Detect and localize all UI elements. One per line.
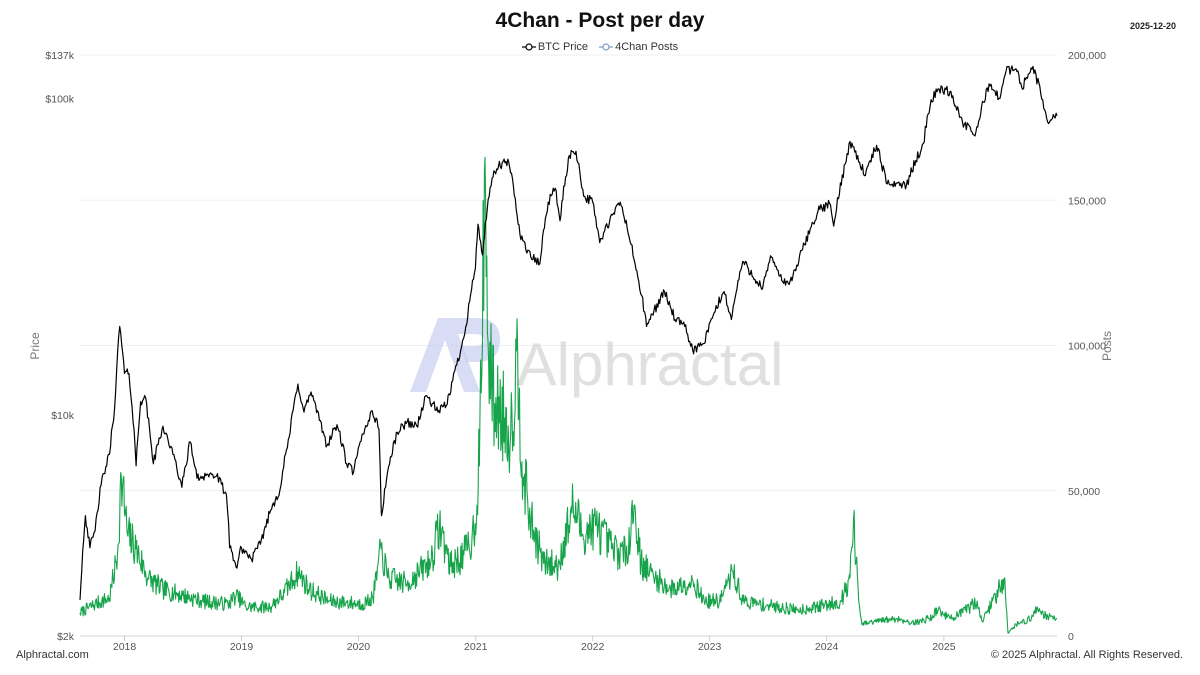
series-btc-price: [79, 65, 1058, 600]
x-tick-label: 2019: [230, 641, 254, 653]
legend-marker-posts-icon: [599, 43, 614, 51]
series-4chan-posts: [79, 156, 1057, 634]
x-tick-label: 2021: [464, 641, 488, 653]
y-axis-left-title: Price: [28, 332, 42, 360]
series-line-4chan-posts: [79, 156, 1057, 634]
legend-marker-btc-dot: [525, 43, 533, 51]
y-right-tick-label: 50,000: [1068, 486, 1100, 498]
legend-marker-posts-dot: [602, 43, 610, 51]
y-right-tick-label: 200,000: [1068, 50, 1106, 62]
y-left-tick-label: $137k: [45, 50, 74, 62]
x-tick-label: 2022: [581, 641, 605, 653]
x-tick-label: 2025: [932, 641, 956, 653]
watermark-text: Alphractal: [517, 331, 784, 398]
x-tick-label: 2024: [815, 641, 839, 653]
y-axis-left: $2k $10k $100k $137k: [45, 50, 74, 643]
footer-copyright: © 2025 Alphractal. All Rights Reserved.: [990, 649, 1183, 661]
x-tick-label: 2023: [698, 641, 722, 653]
y-axis-right-title: Posts: [1100, 331, 1114, 361]
y-right-tick-label: 150,000: [1068, 195, 1106, 207]
watermark: Alphractal: [410, 318, 783, 398]
y-left-tick-label: $100k: [45, 93, 74, 105]
legend-item-4chan-posts[interactable]: 4Chan Posts: [599, 41, 678, 53]
y-right-tick-label: 0: [1068, 631, 1074, 643]
series-line-btc-price: [79, 65, 1058, 600]
x-axis: 2018 2019 2020 2021 2022 2023 2024 2025: [80, 635, 1057, 653]
footer-site-link[interactable]: Alphractal.com: [16, 649, 89, 661]
x-tick-label: 2020: [347, 641, 371, 653]
legend-label-4chan-posts: 4Chan Posts: [615, 41, 679, 53]
chart-date: 2025-12-20: [1129, 21, 1176, 31]
y-axis-right: 0 50,000 100,000 150,000 200,000: [1068, 50, 1106, 643]
y-right-tick-label: 100,000: [1068, 341, 1106, 353]
x-tick-label: 2018: [113, 641, 137, 653]
y-left-tick-label: $2k: [57, 631, 75, 643]
chart-title: 4Chan - Post per day: [495, 9, 705, 32]
legend-item-btc-price[interactable]: BTC Price: [521, 41, 589, 53]
legend: BTC Price 4Chan Posts: [0, 41, 1200, 55]
watermark-logo-a-icon: [410, 318, 480, 392]
legend-marker-btc-icon: [521, 43, 536, 51]
legend-label-btc-price: BTC Price: [537, 41, 589, 53]
y-left-tick-label: $10k: [51, 410, 75, 422]
